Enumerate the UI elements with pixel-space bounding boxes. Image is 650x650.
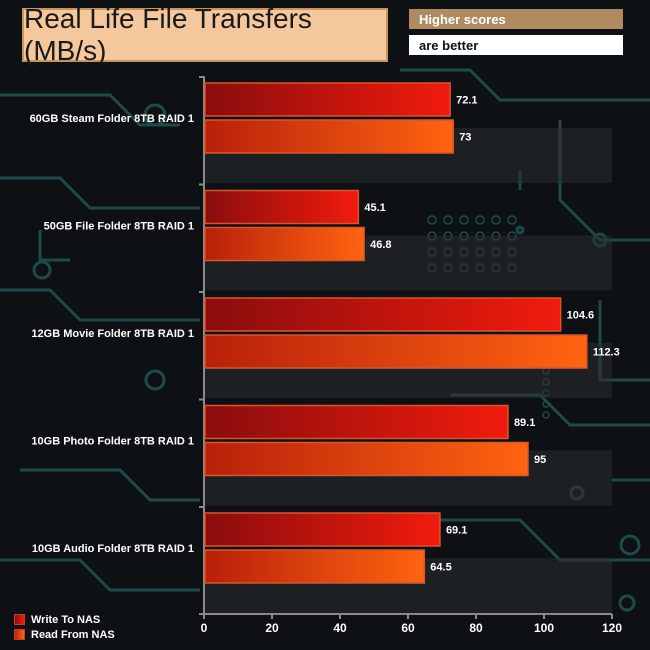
circuit-trace [38,230,70,262]
data-label: 112.3 [593,347,620,359]
bars [204,82,588,584]
data-label: 46.8 [370,239,391,251]
x-tick-label: 20 [265,621,279,635]
legend-swatch-read [14,629,25,640]
circuit-node [619,534,641,556]
bar-read [204,441,529,477]
labels: 0 20 40 60 80 100 120 60GB Steam Folder 8TB RAI… [30,95,623,636]
x-tick-label: 120 [602,621,622,635]
data-label: 104.6 [567,310,595,322]
category-label: 50GB File Folder 8TB RAID 1 [44,221,194,233]
circuit-trace [20,468,200,502]
legend-swatch-write [14,614,25,625]
category-label: 10GB Photo Folder 8TB RAID 1 [31,436,194,448]
bar-read [204,549,426,584]
chart-title: Real Life File Transfers (MB/s) [22,3,388,66]
circuit-dot [427,215,437,225]
circuit-dot [542,400,550,408]
x-tick-label: 100 [534,621,554,635]
category-label: 60GB Steam Folder 8TB RAID 1 [30,113,194,125]
circuit-trace [400,68,650,102]
x-tick-label: 40 [333,621,347,635]
circuit-dot [475,215,485,225]
circuit-dot [459,215,469,225]
data-label: 73 [459,132,471,144]
data-label: 89.1 [514,417,535,429]
data-label: 95 [534,454,546,466]
data-label: 72.1 [456,95,477,107]
circuit-dot [507,215,517,225]
circuit-node [144,369,166,391]
bar-read [204,226,365,262]
circuit-trace [0,288,200,322]
circuit-dot [443,215,453,225]
bar-read [204,334,588,369]
circuit-dot [491,215,501,225]
circuit-trace [0,176,200,210]
note-higher-scores: Higher scores [409,9,623,29]
circuit-trace [0,558,200,592]
data-label: 64.5 [430,562,451,574]
circuit-node [32,260,52,280]
legend: Write To NAS Read From NAS [14,612,115,642]
data-label: 45.1 [364,202,385,214]
axes [199,76,613,619]
x-tick-label: 0 [201,621,208,635]
legend-label-read: Read From NAS [31,628,115,641]
circuit-dot [542,411,550,419]
legend-item-write: Write To NAS [14,612,115,627]
category-label: 10GB Audio Folder 8TB RAID 1 [32,543,194,555]
circuit-node [143,103,167,127]
legend-label-write: Write To NAS [31,613,101,626]
bar-read [204,119,454,154]
circuit-node [515,225,525,235]
bar-write [204,189,360,225]
x-tick-label: 80 [469,621,483,635]
legend-item-read: Read From NAS [14,627,115,642]
bar-write [204,512,441,547]
circuit-node [618,594,636,612]
note-are-better: are better [409,35,623,55]
bar-write [204,297,562,332]
category-label: 12GB Movie Folder 8TB RAID 1 [31,328,194,340]
bar-write [204,82,451,117]
bar-write [204,404,509,440]
x-tick-label: 60 [401,621,415,635]
data-label: 69.1 [446,525,467,537]
